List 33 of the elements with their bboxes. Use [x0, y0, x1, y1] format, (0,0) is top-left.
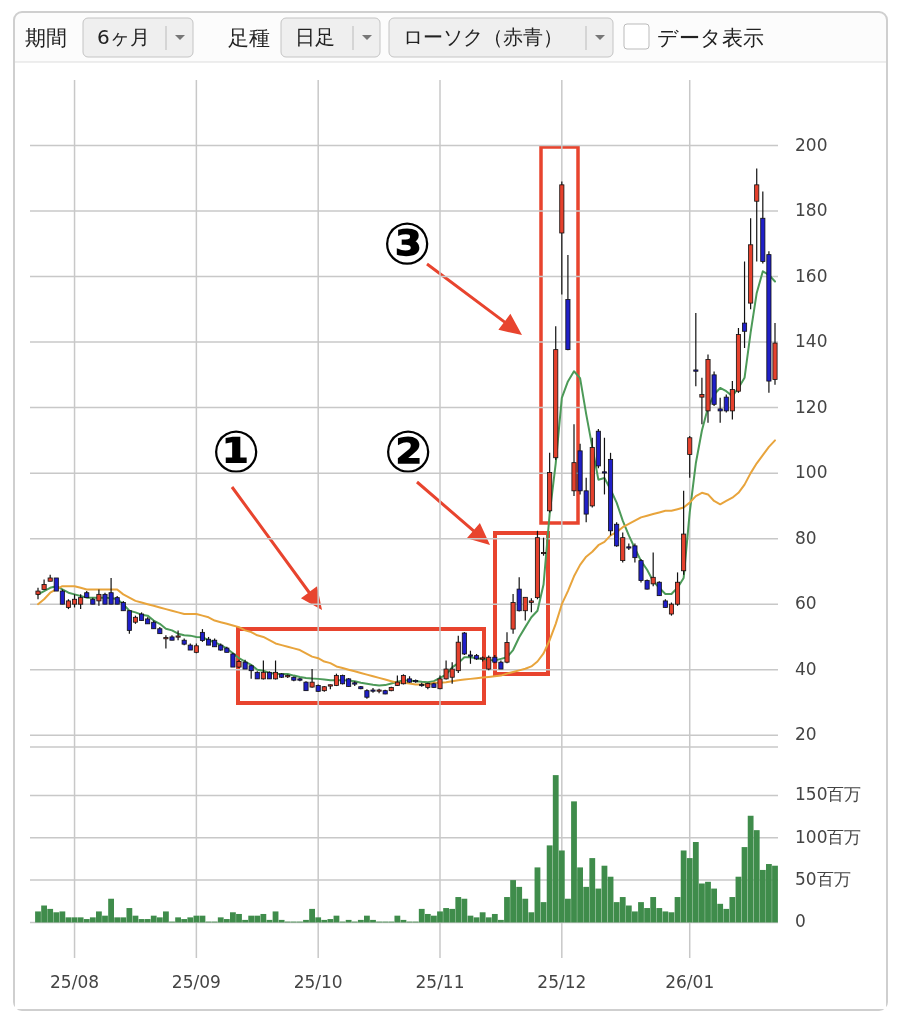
y-tick-label: 180	[795, 200, 828, 221]
y-tick-label: 140	[795, 331, 828, 352]
candlestick	[742, 260, 748, 349]
candlestick	[754, 167, 760, 263]
x-tick-label: 25/09	[171, 972, 221, 992]
annotation: ②	[383, 418, 433, 486]
y-tick-label: 160	[795, 265, 828, 286]
x-tick-label: 26/01	[665, 972, 715, 992]
x-tick-label: 25/10	[293, 972, 343, 992]
candlestick	[693, 312, 699, 387]
y2-tick-label: 0	[795, 911, 806, 932]
dropdown: 6ヶ月	[82, 17, 194, 58]
y-tick-label: 120	[795, 396, 828, 417]
y-tick-label: 80	[795, 527, 817, 548]
y2-tick-label: 100百万	[795, 826, 862, 847]
y-tick-label: 40	[795, 658, 817, 679]
x-tick-label: 25/11	[415, 972, 465, 992]
x-tick-label: 25/12	[537, 972, 587, 992]
x-tick-label: 25/08	[50, 972, 100, 992]
y2-tick-label: 50百万	[795, 869, 851, 890]
dropdown: ローソク（赤青）	[388, 17, 614, 58]
candlestick	[687, 435, 693, 479]
y2-tick-label: 150百万	[795, 784, 862, 805]
text: 期間	[25, 26, 67, 50]
dropdown: 日足	[280, 17, 381, 58]
y-tick-label: 60	[795, 593, 817, 614]
text: 足種	[228, 26, 270, 50]
y-tick-label: 20	[795, 724, 817, 745]
y-tick-label: 200	[795, 134, 828, 155]
text: データ表示	[657, 26, 764, 50]
annotation: ①	[211, 418, 261, 486]
annotation: ③	[382, 210, 432, 278]
y-tick-label: 100	[795, 462, 828, 483]
